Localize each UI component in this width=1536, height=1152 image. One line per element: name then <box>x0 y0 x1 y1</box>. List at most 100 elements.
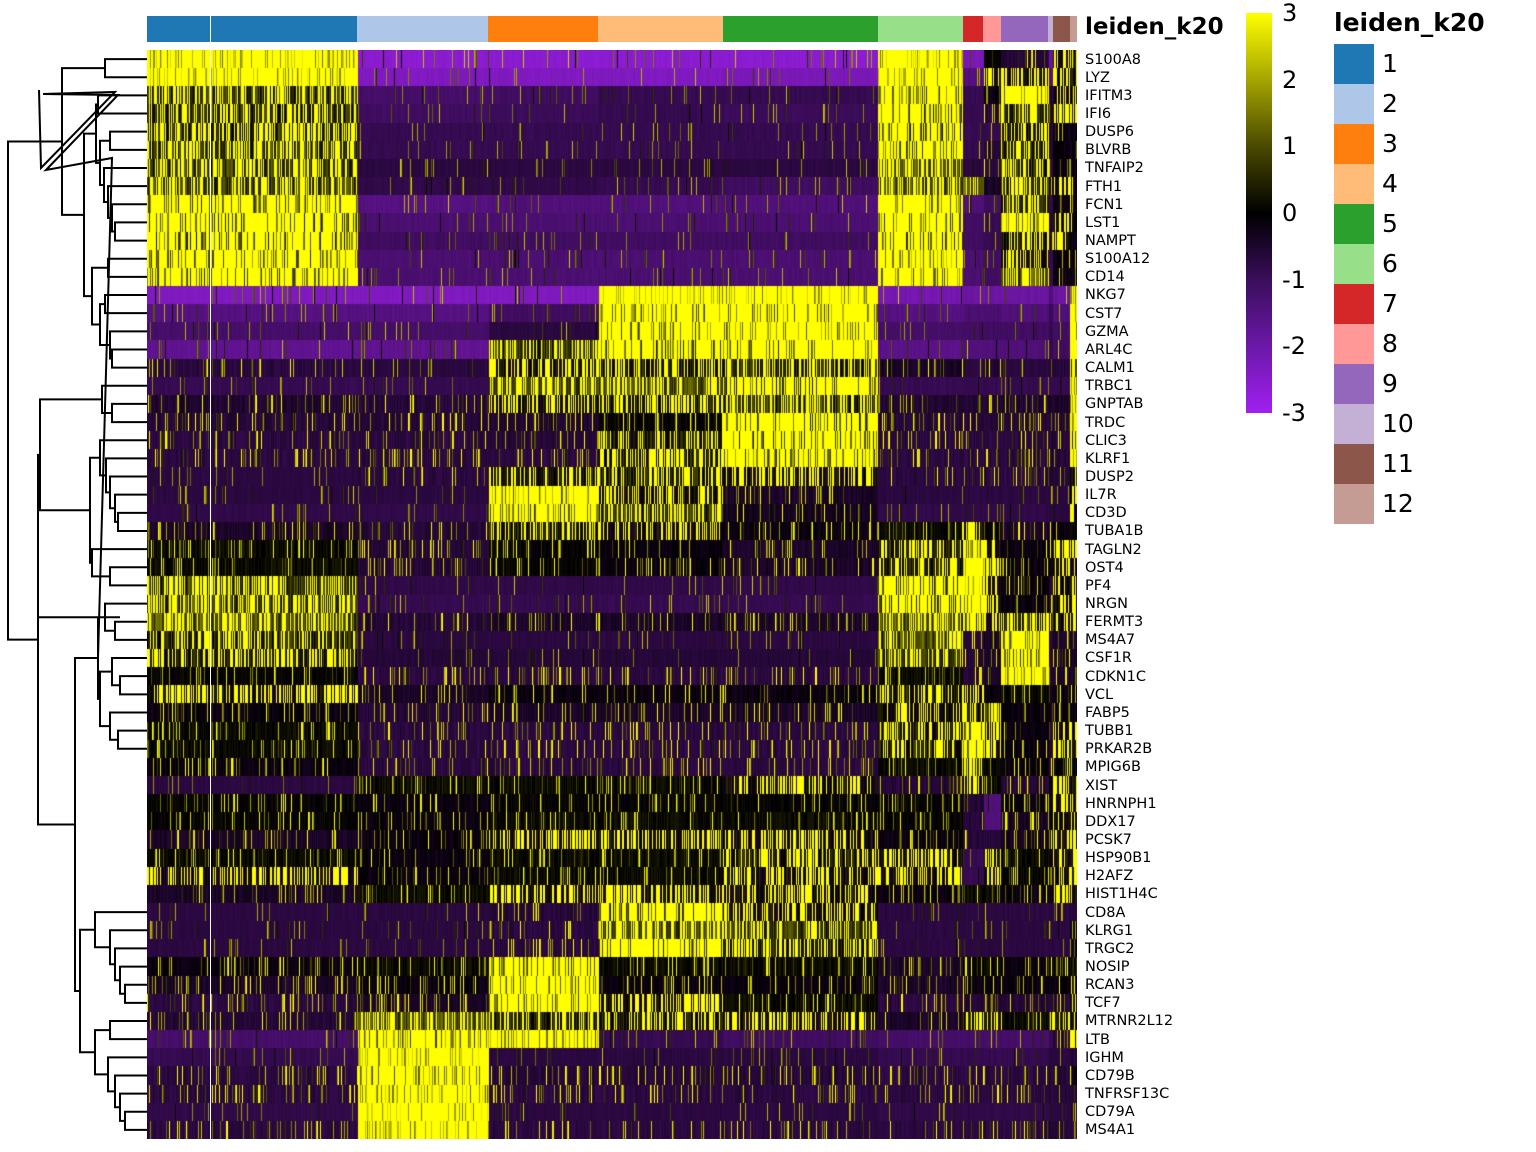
legend-item-cluster-7: 7 <box>1334 284 1514 324</box>
dendrogram-branch <box>114 221 147 242</box>
dendrogram-branch <box>111 348 147 369</box>
gene-label: MS4A7 <box>1085 632 1136 649</box>
dendrogram-branch <box>111 203 147 233</box>
dendrogram-branch <box>89 456 100 564</box>
gene-label: ARL4C <box>1085 341 1133 358</box>
gene-label: BLVRB <box>1085 142 1132 159</box>
gene-label: TNFRSF13C <box>1085 1086 1170 1103</box>
legend-swatch <box>1334 324 1374 364</box>
gene-label: TRGC2 <box>1085 940 1135 957</box>
gene-label: CALM1 <box>1085 360 1135 377</box>
dendrogram-branch <box>111 657 147 687</box>
dendrogram-branch <box>38 89 121 992</box>
expression-heatmap <box>147 50 1077 1139</box>
gene-label: H2AFZ <box>1085 868 1134 885</box>
annotation-cluster-9 <box>1000 16 1049 42</box>
legend-label: 12 <box>1382 489 1414 518</box>
gene-label: PCSK7 <box>1085 831 1132 848</box>
gene-label: IGHM <box>1085 1049 1124 1066</box>
gene-label: GZMA <box>1085 323 1129 340</box>
gene-label: TNFAIP2 <box>1085 160 1144 177</box>
annotation-cluster-2 <box>357 16 489 42</box>
legend-swatch <box>1334 124 1374 164</box>
gene-label: PF4 <box>1085 577 1112 594</box>
colorbar-tick-label: -1 <box>1282 265 1306 294</box>
gene-label: CLIC3 <box>1085 432 1127 449</box>
gene-label: FTH1 <box>1085 178 1123 195</box>
colorbar-tick-label: -2 <box>1282 332 1306 361</box>
dendrogram-branch <box>83 132 96 298</box>
legend-swatch <box>1334 164 1374 204</box>
legend-swatch <box>1334 84 1374 124</box>
gene-label: TRDC <box>1085 414 1126 431</box>
annotation-cluster-6 <box>877 16 964 42</box>
gene-label: OST4 <box>1085 559 1124 576</box>
dendrogram-branch <box>119 675 147 696</box>
gene-label: DUSP6 <box>1085 124 1134 141</box>
dendrogram-branch <box>117 729 147 750</box>
dendrogram-branch <box>7 140 62 641</box>
gene-label: GNPTAB <box>1085 396 1144 413</box>
gene-label: KLRF1 <box>1085 450 1131 467</box>
annotation-cluster-5 <box>722 16 879 42</box>
colorbar-tick-label: 1 <box>1282 132 1298 161</box>
dendrogram-branch <box>107 257 147 278</box>
heatmap-column-split <box>210 16 211 1139</box>
dendrogram-branch <box>114 493 147 523</box>
row-dendrogram <box>7 58 147 1131</box>
colorbar <box>1246 13 1272 413</box>
dendrogram-branch <box>114 620 147 641</box>
legend-swatch <box>1334 404 1374 444</box>
dendrogram-branch <box>111 402 147 424</box>
legend-item-cluster-2: 2 <box>1334 84 1514 124</box>
colorbar-tick-label: -3 <box>1282 399 1306 427</box>
gene-label: LTB <box>1085 1031 1110 1048</box>
legend-swatch <box>1334 44 1374 84</box>
legend-label: 11 <box>1382 449 1414 478</box>
gene-label: PRKAR2B <box>1085 741 1153 758</box>
gene-label: HNRNPH1 <box>1085 795 1157 812</box>
legend-swatch <box>1334 244 1374 284</box>
gene-label: NKG7 <box>1085 287 1126 304</box>
gene-label: S100A12 <box>1085 251 1151 268</box>
gene-label: MTRNR2L12 <box>1085 1013 1174 1030</box>
gene-label: FERMT3 <box>1085 614 1144 631</box>
gene-label: DUSP2 <box>1085 468 1134 485</box>
annotation-cluster-7 <box>962 16 984 42</box>
gene-label: CD79B <box>1085 1067 1135 1084</box>
legend-label: 6 <box>1382 249 1398 278</box>
dendrogram-branch <box>104 294 147 315</box>
gene-label: TCF7 <box>1085 995 1121 1012</box>
legend-swatch <box>1334 364 1374 404</box>
gene-label: KLRG1 <box>1085 922 1134 939</box>
gene-label: FABP5 <box>1085 704 1130 721</box>
dendrogram-branch <box>124 983 147 1004</box>
dendrogram-branch <box>105 457 147 494</box>
legend-label: 4 <box>1382 169 1398 198</box>
gene-label: HSP90B1 <box>1085 850 1152 867</box>
gene-label: TRBC1 <box>1085 378 1133 395</box>
legend-label: 2 <box>1382 89 1398 118</box>
legend-label: 10 <box>1382 409 1414 438</box>
colorbar-tick-label: 0 <box>1282 199 1298 227</box>
legend-label: 1 <box>1382 49 1398 78</box>
dendrogram-branch <box>109 330 147 360</box>
legend-label: 7 <box>1382 289 1398 318</box>
gene-label: DDX17 <box>1085 813 1136 830</box>
dendrogram-branch <box>39 616 120 700</box>
annotation-title: leiden_k20 <box>1085 14 1224 40</box>
legend-label: 5 <box>1382 209 1398 238</box>
legend-item-cluster-5: 5 <box>1334 204 1514 244</box>
annotation-cluster-1 <box>147 16 358 42</box>
gene-label: NRGN <box>1085 596 1129 612</box>
gene-labels: S100A8 LYZ IFITM3 IFI6 DUSP6 BLVRB TNFAIP2 FTH1… <box>1085 50 1235 1139</box>
dendrogram-branch <box>101 384 147 414</box>
annotation-cluster-11 <box>1052 16 1071 42</box>
dendrogram-branch <box>107 1056 147 1093</box>
gene-label: IFITM3 <box>1085 87 1133 104</box>
gene-label: IL7R <box>1085 487 1117 504</box>
legend-item-cluster-11: 11 <box>1334 444 1514 484</box>
dendrogram-branch <box>39 398 102 512</box>
legend-swatch <box>1334 444 1374 484</box>
cluster-annotation-bar <box>147 16 1078 42</box>
